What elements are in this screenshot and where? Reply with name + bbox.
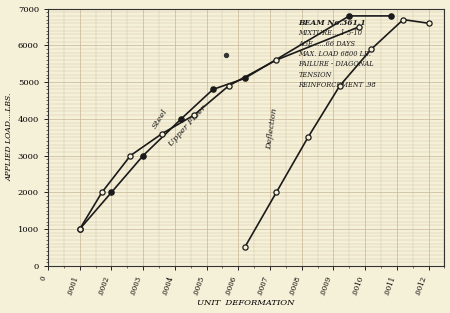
Point [368,47,375,52]
Text: AGE .....66 DAYS: AGE .....66 DAYS [298,40,356,48]
Point [158,131,166,136]
Point [140,153,147,158]
Text: Deflection: Deflection [265,108,279,150]
Point [98,190,105,195]
Point [76,227,83,232]
Text: MAX. LOAD 6800 LB.: MAX. LOAD 6800 LB. [298,50,372,58]
Point [209,87,216,92]
Point [355,24,362,29]
Text: REINFORCEMENT .98: REINFORCEMENT .98 [298,81,376,89]
Point [76,227,83,232]
Point [425,21,432,26]
Point [178,116,185,121]
Point [346,13,353,18]
Point [225,83,232,88]
Text: Steel: Steel [151,107,170,130]
Point [127,153,134,158]
Text: BEAM No.361.1: BEAM No.361.1 [298,19,366,27]
Point [400,17,407,22]
Point [387,13,394,18]
Point [336,83,343,88]
Point [305,135,312,140]
Point [241,76,248,81]
Point [222,52,229,57]
Point [273,190,280,195]
Text: MIXTURE....1-5-10: MIXTURE....1-5-10 [298,29,363,37]
Point [108,190,115,195]
Point [241,245,248,250]
Point [273,58,280,63]
Text: Upper Fiber: Upper Fiber [167,104,208,148]
Text: TENSION: TENSION [298,70,332,79]
Y-axis label: APPLIED LOAD....LBS.: APPLIED LOAD....LBS. [5,93,14,182]
Text: FAILURE - DIAGONAL: FAILURE - DIAGONAL [298,60,374,68]
Point [190,113,198,118]
X-axis label: UNIT  DEFORMATION: UNIT DEFORMATION [198,300,295,307]
